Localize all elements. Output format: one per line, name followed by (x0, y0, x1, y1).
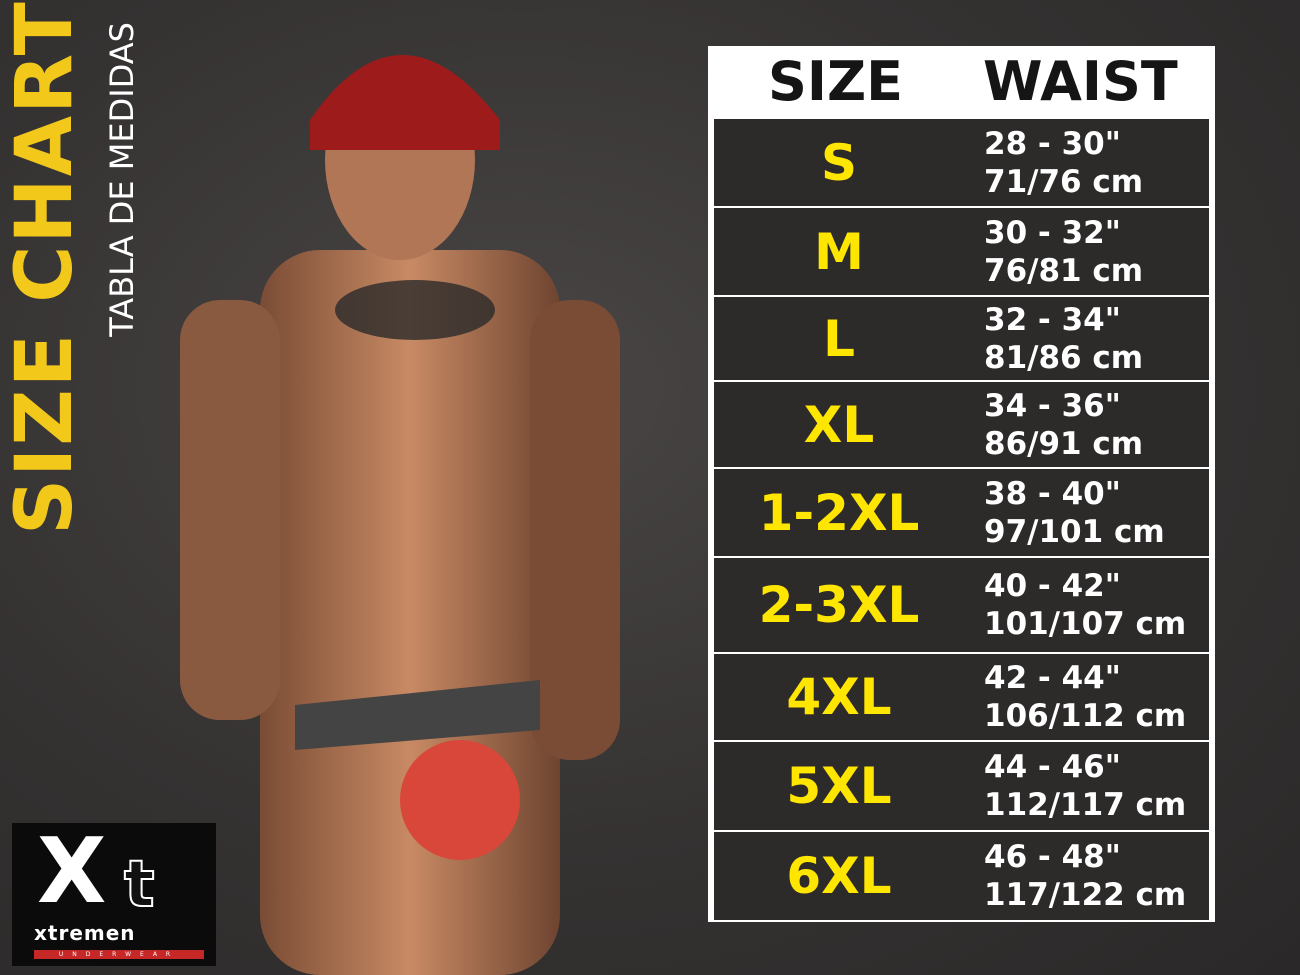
waist-cm: 117/122 cm (984, 877, 1187, 913)
size-table: SIZE WAIST S 28 - 30" 71/76 cm M 30 - 32"… (708, 46, 1215, 922)
waist-cm: 106/112 cm (984, 698, 1187, 734)
waist-values: 40 - 42" 101/107 cm (984, 558, 1186, 652)
waist-values: 38 - 40" 97/101 cm (984, 469, 1165, 556)
waist-values: 34 - 36" 86/91 cm (984, 382, 1143, 467)
waist-inches: 32 - 34" (984, 301, 1121, 338)
waist-cm: 86/91 cm (984, 425, 1144, 462)
goggles (335, 280, 495, 340)
logo-mark-t: t (123, 848, 156, 922)
helmet (310, 55, 500, 150)
table-row: 1-2XL 38 - 40" 97/101 cm (714, 469, 1209, 556)
waist-cm: 71/76 cm (984, 163, 1144, 200)
table-row: 5XL 44 - 46" 112/117 cm (714, 742, 1209, 830)
size-label: 5XL (786, 757, 892, 815)
waist-cm: 101/107 cm (984, 606, 1187, 642)
waist-inches: 44 - 46" (984, 749, 1121, 785)
waist-values: 28 - 30" 71/76 cm (984, 119, 1143, 206)
size-chart-subtitle: TABLA DE MEDIDAS (103, 22, 141, 337)
table-header: SIZE WAIST (708, 46, 1215, 118)
waist-values: 32 - 34" 81/86 cm (984, 297, 1143, 380)
size-label: S (820, 133, 857, 192)
table-row: 4XL 42 - 44" 106/112 cm (714, 654, 1209, 740)
pouch (400, 740, 520, 860)
logo-brand: xtremen (34, 921, 136, 945)
waist-cm: 81/86 cm (984, 339, 1144, 376)
model-arm-right (530, 300, 620, 760)
model-body (260, 250, 560, 975)
logo-mark-x: X (37, 823, 107, 924)
size-label: 2-3XL (758, 576, 920, 634)
waist-inches: 30 - 32" (984, 214, 1121, 251)
waistband (295, 680, 540, 750)
table-row: S 28 - 30" 71/76 cm (714, 119, 1209, 206)
model-arm-left (180, 300, 280, 720)
table-row: 6XL 46 - 48" 117/122 cm (714, 832, 1209, 920)
waist-values: 30 - 32" 76/81 cm (984, 208, 1143, 295)
xtremen-logo: X t xtremen UNDERWEAR (12, 823, 216, 966)
waist-inches: 42 - 44" (984, 660, 1121, 696)
waist-inches: 46 - 48" (984, 839, 1121, 875)
waist-values: 42 - 44" 106/112 cm (984, 654, 1186, 740)
waist-cm: 112/117 cm (984, 787, 1187, 823)
waist-values: 46 - 48" 117/122 cm (984, 832, 1186, 920)
waist-cm: 76/81 cm (984, 252, 1144, 289)
size-chart-title: SIZE CHART (0, 0, 90, 535)
table-row: XL 34 - 36" 86/91 cm (714, 382, 1209, 467)
size-label: 1-2XL (758, 483, 920, 542)
size-label: XL (803, 395, 875, 454)
table-row: L 32 - 34" 81/86 cm (714, 297, 1209, 380)
size-label: 4XL (786, 668, 892, 726)
waist-inches: 28 - 30" (984, 125, 1121, 162)
header-waist: WAIST (983, 50, 1178, 113)
header-size: SIZE (768, 50, 904, 113)
logo-tagline: UNDERWEAR (34, 950, 204, 959)
waist-cm: 97/101 cm (984, 513, 1165, 550)
size-label: L (823, 309, 855, 368)
waist-inches: 40 - 42" (984, 568, 1121, 604)
title-block: SIZE CHART TABLA DE MEDIDAS (0, 0, 150, 540)
size-label: 6XL (786, 847, 892, 905)
waist-inches: 38 - 40" (984, 475, 1121, 512)
waist-values: 44 - 46" 112/117 cm (984, 742, 1186, 830)
table-row: M 30 - 32" 76/81 cm (714, 208, 1209, 295)
table-row: 2-3XL 40 - 42" 101/107 cm (714, 558, 1209, 652)
model-photo (180, 55, 620, 975)
size-label: M (814, 222, 864, 281)
waist-inches: 34 - 36" (984, 387, 1121, 424)
